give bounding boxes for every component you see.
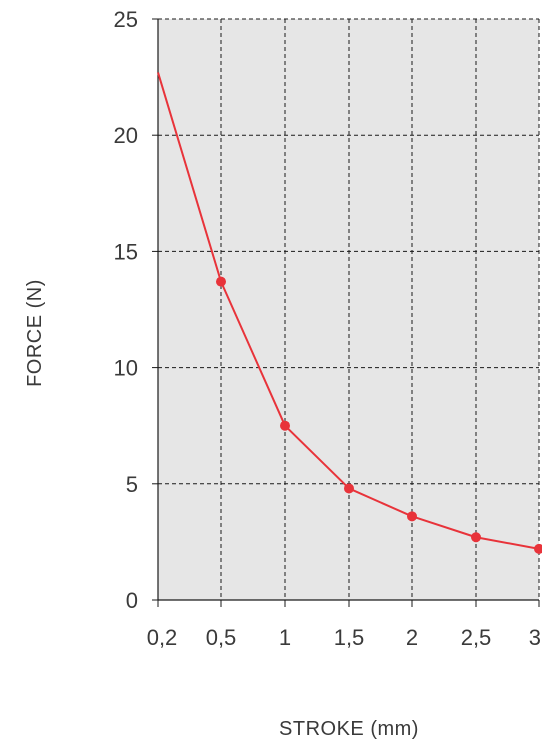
x-tick-label: 1 — [279, 625, 291, 650]
y-tick-label: 10 — [114, 356, 138, 381]
data-point — [280, 420, 290, 431]
y-tick-label: 5 — [126, 472, 138, 497]
x-tick-label: 0,5 — [206, 625, 237, 650]
data-point — [407, 511, 417, 522]
data-point — [534, 543, 542, 554]
x-tick-label: 2,5 — [461, 625, 492, 650]
x-tick-label: 0,2 — [147, 625, 178, 650]
x-axis-title: STROKE (mm) — [279, 718, 419, 740]
axes — [152, 18, 540, 607]
y-tick-label: 20 — [114, 123, 138, 148]
x-tick-label: 2 — [406, 625, 418, 650]
x-tick-label: 1,5 — [334, 625, 365, 650]
grid — [158, 18, 540, 600]
x-tick-label: 3 — [529, 625, 541, 650]
data-point — [471, 532, 481, 543]
data-series — [157, 72, 542, 554]
y-tick-label: 25 — [114, 7, 138, 32]
labels: 0 5 10 15 20 25 0,2 0,5 1 1,5 2 2,5 3 STROKE (mm) FORC… — [24, 7, 541, 740]
data-point — [216, 276, 226, 287]
y-axis-title: FORCE (N) — [24, 279, 46, 387]
y-tick-label: 15 — [114, 239, 138, 264]
y-tick-label: 0 — [126, 588, 138, 613]
data-point — [344, 483, 354, 494]
